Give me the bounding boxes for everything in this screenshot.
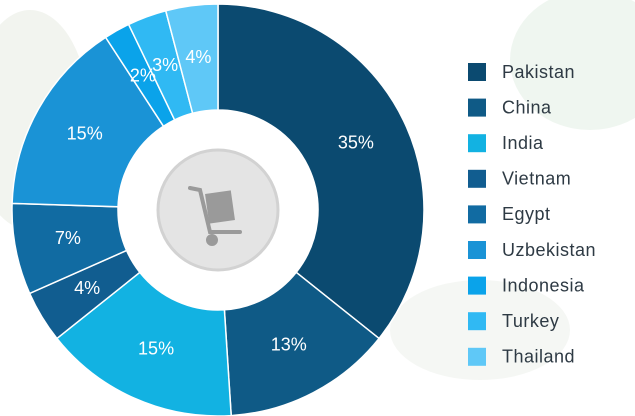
value-label: 3%: [152, 55, 178, 75]
legend-label: Indonesia: [502, 275, 585, 295]
value-label: 13%: [271, 334, 307, 354]
page: 35%13%15%4%7%15%2%3%4% PakistanChinaIndi…: [0, 0, 635, 416]
value-label: 4%: [185, 47, 211, 67]
legend-label: Thailand: [502, 347, 575, 367]
legend-label: China: [502, 97, 552, 117]
value-label: 15%: [67, 124, 103, 144]
chart: 35%13%15%4%7%15%2%3%4% PakistanChinaIndi…: [0, 0, 635, 416]
legend-label: Turkey: [502, 311, 559, 331]
legend-swatch: [468, 99, 486, 117]
legend-swatch: [468, 170, 486, 188]
legend-label: Vietnam: [502, 169, 571, 189]
value-label: 7%: [55, 228, 81, 248]
legend-label: India: [502, 133, 544, 153]
legend-swatch: [468, 277, 486, 295]
value-label: 15%: [138, 339, 174, 359]
legend-swatch: [468, 134, 486, 152]
legend-label: Egypt: [502, 204, 551, 224]
legend-label: Uzbekistan: [502, 240, 596, 260]
legend-swatch: [468, 312, 486, 330]
value-label: 35%: [338, 132, 374, 152]
legend-swatch: [468, 205, 486, 223]
legend-swatch: [468, 241, 486, 259]
value-label: 4%: [74, 278, 100, 298]
legend-swatch: [468, 63, 486, 81]
legend-label: Pakistan: [502, 62, 575, 82]
legend-swatch: [468, 348, 486, 366]
